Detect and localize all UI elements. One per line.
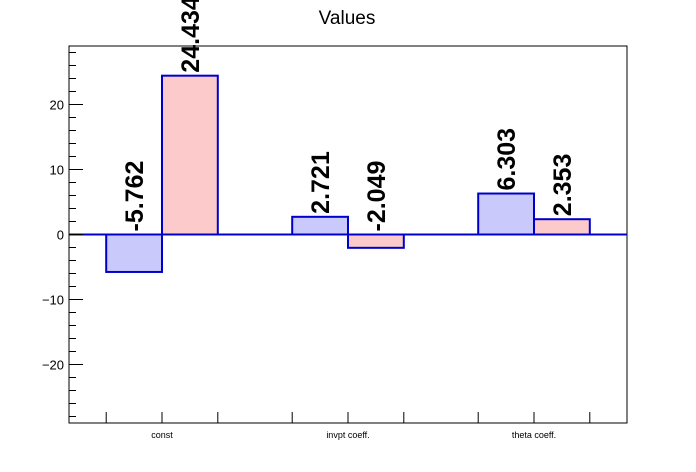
y-tick-label: −10 <box>42 293 64 308</box>
y-tick-label: 20 <box>50 98 64 113</box>
y-tick-label: −20 <box>42 358 64 373</box>
data-label-series-2-2: -2.049 <box>363 161 391 232</box>
data-label-series-1-2: 2.721 <box>307 151 335 214</box>
x-category-label: theta coeff. <box>512 430 556 440</box>
bar-series-2-1 <box>161 74 219 236</box>
data-label-series-2-3: 2.353 <box>549 154 577 217</box>
bar-series-1-2 <box>291 215 350 236</box>
data-label-series-2-1: 24.434 <box>177 0 205 73</box>
y-tick-label: 0 <box>57 228 64 243</box>
bar-series-1-1 <box>105 233 163 273</box>
chart-title: Values <box>319 8 376 29</box>
data-label-series-1-3: 6.303 <box>493 128 521 191</box>
bar-series-1-3 <box>477 192 536 236</box>
x-category-label: const <box>151 430 173 440</box>
data-label-series-1-1: -5.762 <box>121 161 149 232</box>
bar-series-2-2 <box>347 233 405 249</box>
x-category-label: invpt coeff. <box>326 430 369 440</box>
y-tick-label: 10 <box>50 163 64 178</box>
bar-series-2-3 <box>533 218 591 236</box>
